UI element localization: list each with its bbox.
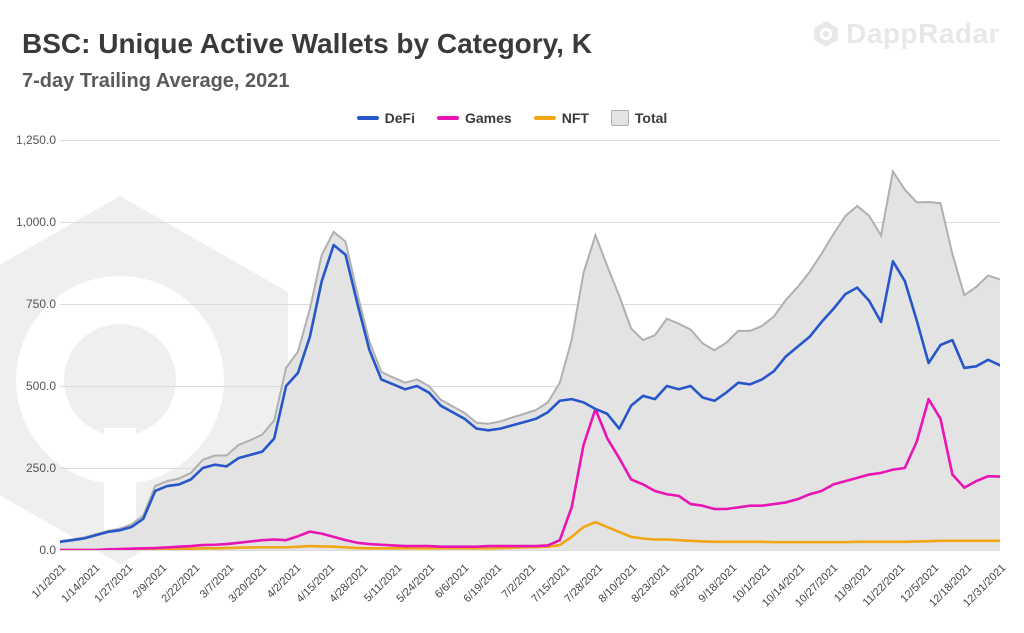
legend-label-nft: NFT — [562, 110, 589, 126]
legend-item-nft: NFT — [534, 110, 589, 126]
y-axis-label: 1,000.0 — [6, 215, 56, 229]
swatch-total — [611, 110, 629, 126]
legend-item-games: Games — [437, 110, 512, 126]
y-axis-label: 750.0 — [6, 297, 56, 311]
legend-label-total: Total — [635, 110, 667, 126]
swatch-games — [437, 116, 459, 120]
y-axis-label: 1,250.0 — [6, 133, 56, 147]
swatch-nft — [534, 116, 556, 120]
y-axis-label: 250.0 — [6, 461, 56, 475]
watermark: DappRadar — [812, 18, 1000, 50]
series-total-area — [60, 171, 1000, 550]
legend: DeFi Games NFT Total — [0, 110, 1024, 126]
gridline — [60, 550, 1000, 551]
y-axis-label: 500.0 — [6, 379, 56, 393]
legend-label-defi: DeFi — [385, 110, 415, 126]
legend-label-games: Games — [465, 110, 512, 126]
y-axis-label: 0.0 — [6, 543, 56, 557]
legend-item-total: Total — [611, 110, 667, 126]
radar-icon — [812, 20, 840, 48]
chart-title: BSC: Unique Active Wallets by Category, … — [22, 28, 592, 60]
chart-plot — [60, 140, 1000, 550]
watermark-text: DappRadar — [846, 18, 1000, 50]
legend-item-defi: DeFi — [357, 110, 415, 126]
swatch-defi — [357, 116, 379, 120]
chart-subtitle: 7-day Trailing Average, 2021 — [22, 70, 290, 93]
